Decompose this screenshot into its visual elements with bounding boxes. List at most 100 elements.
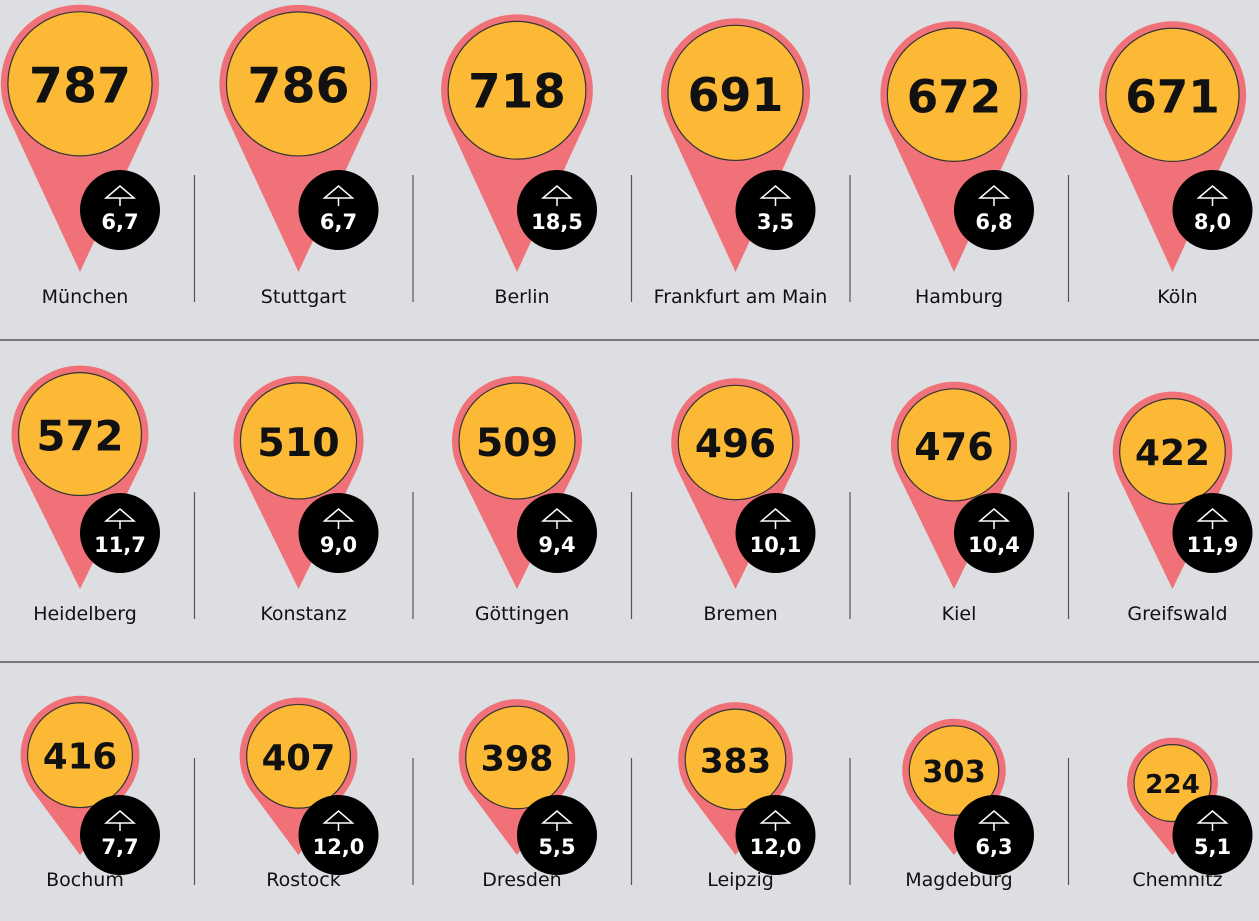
city-name: Rostock xyxy=(266,869,340,891)
change-label: 6,7 xyxy=(320,210,357,234)
change-label: 6,3 xyxy=(975,835,1012,859)
up-icon xyxy=(322,810,355,831)
value-label: 572 xyxy=(36,412,123,461)
up-icon xyxy=(759,185,792,206)
change-badge xyxy=(298,795,379,875)
pin-circle xyxy=(897,388,1011,502)
value-label: 422 xyxy=(1135,433,1210,474)
city-name: Stuttgart xyxy=(261,286,346,308)
value-label: 398 xyxy=(481,739,554,779)
change-badge xyxy=(735,170,816,250)
value-label: 691 xyxy=(688,68,784,122)
change-badge xyxy=(1172,170,1253,250)
pin-circle xyxy=(246,703,351,809)
change-label: 10,1 xyxy=(750,533,802,557)
city-name: Kiel xyxy=(942,603,977,625)
city-name: München xyxy=(42,286,129,308)
value-label: 476 xyxy=(914,425,994,469)
city-name: Hamburg xyxy=(915,286,1003,308)
pin-circle xyxy=(908,725,1000,816)
up-icon xyxy=(322,508,355,529)
change-label: 11,9 xyxy=(1187,533,1239,557)
up-icon xyxy=(322,185,355,206)
change-badge xyxy=(954,170,1034,250)
pin-circle xyxy=(458,382,576,500)
value-label: 786 xyxy=(247,57,349,114)
pin-circle xyxy=(225,11,372,157)
pin-circle xyxy=(465,705,569,810)
pin-circle xyxy=(1119,398,1226,505)
city-name: Göttingen xyxy=(475,603,569,625)
pin-circle xyxy=(684,708,787,811)
value-label: 407 xyxy=(262,738,336,779)
change-label: 7,7 xyxy=(101,835,138,859)
up-icon xyxy=(103,508,137,529)
city-name: Greifswald xyxy=(1127,603,1227,625)
pin-circle xyxy=(1105,27,1240,163)
up-icon xyxy=(977,185,1011,206)
change-label: 3,5 xyxy=(757,210,794,234)
change-badge xyxy=(80,493,160,573)
change-badge xyxy=(1172,795,1253,875)
up-icon xyxy=(540,508,574,529)
value-label: 496 xyxy=(695,422,776,467)
pin-circle xyxy=(26,702,134,809)
change-badge xyxy=(517,795,597,875)
pin-circle xyxy=(239,382,358,500)
pin-circle xyxy=(7,11,153,157)
change-label: 11,7 xyxy=(94,533,146,557)
change-label: 9,0 xyxy=(320,533,357,557)
up-icon xyxy=(103,810,137,831)
change-label: 5,5 xyxy=(538,835,575,859)
city-name: Heidelberg xyxy=(33,603,137,625)
change-badge xyxy=(954,493,1034,573)
pin-circle xyxy=(17,372,143,497)
city-name: Dresden xyxy=(482,869,561,891)
value-label: 224 xyxy=(1145,770,1200,800)
up-icon xyxy=(759,810,792,831)
change-badge xyxy=(1172,493,1253,573)
change-label: 12,0 xyxy=(313,835,365,859)
change-label: 6,8 xyxy=(975,210,1012,234)
pin-circle xyxy=(447,20,587,160)
up-icon xyxy=(759,508,792,529)
change-label: 10,4 xyxy=(968,533,1020,557)
value-label: 671 xyxy=(1125,70,1220,123)
value-label: 509 xyxy=(476,420,558,466)
pin-circle xyxy=(667,24,804,162)
change-label: 18,5 xyxy=(531,210,583,234)
change-badge xyxy=(735,795,816,875)
up-icon xyxy=(977,508,1011,529)
up-icon xyxy=(1196,508,1229,529)
city-name: Magdeburg xyxy=(905,869,1013,891)
up-icon xyxy=(540,810,574,831)
up-icon xyxy=(103,185,137,206)
change-badge xyxy=(298,493,379,573)
city-name: Bochum xyxy=(46,869,124,891)
value-label: 383 xyxy=(700,741,771,781)
change-badge xyxy=(954,795,1034,875)
pin-circle xyxy=(677,384,794,501)
up-icon xyxy=(977,810,1011,831)
change-label: 9,4 xyxy=(538,533,575,557)
change-badge xyxy=(517,170,597,250)
city-name: Konstanz xyxy=(260,603,346,625)
change-badge xyxy=(298,170,379,250)
up-icon xyxy=(1196,810,1229,831)
change-badge xyxy=(80,795,160,875)
change-label: 5,1 xyxy=(1194,835,1231,859)
value-label: 718 xyxy=(468,65,566,119)
value-label: 787 xyxy=(29,57,131,114)
value-label: 303 xyxy=(922,755,985,790)
city-name: Bremen xyxy=(703,603,777,625)
change-badge xyxy=(517,493,597,573)
value-label: 672 xyxy=(907,70,1002,123)
city-name: Leipzig xyxy=(707,869,774,891)
up-icon xyxy=(1196,185,1229,206)
change-badge xyxy=(80,170,160,250)
value-label: 510 xyxy=(257,420,339,466)
change-badge xyxy=(735,493,816,573)
change-label: 12,0 xyxy=(750,835,802,859)
change-label: 6,7 xyxy=(101,210,138,234)
